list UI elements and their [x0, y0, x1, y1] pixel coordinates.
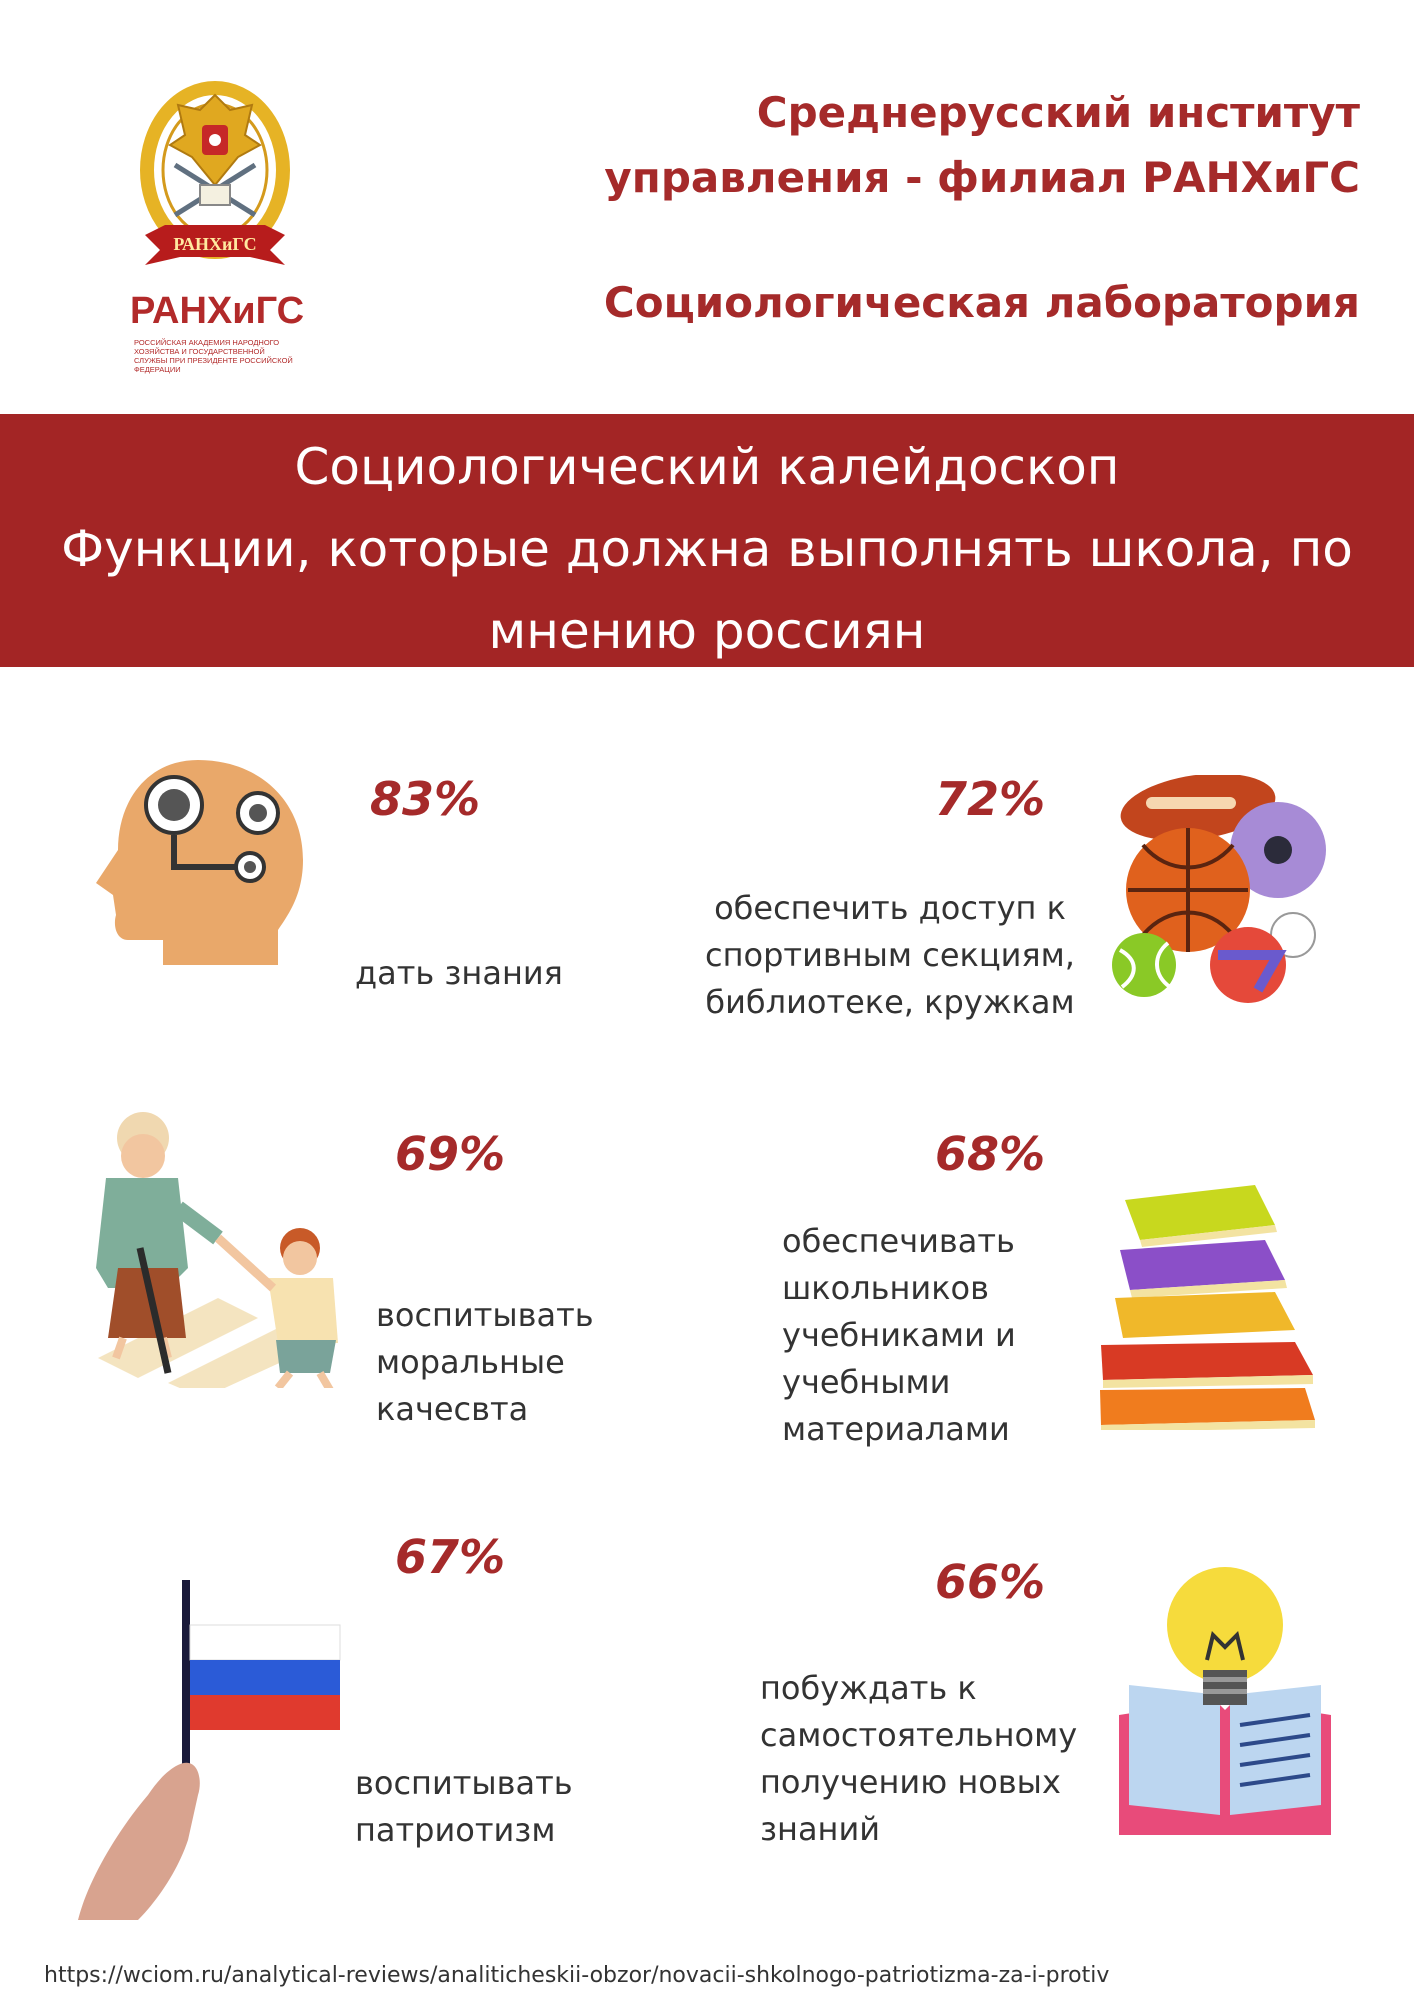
item-text-line: учебными [782, 1363, 951, 1401]
item-text-line: обеспечить доступ к [714, 889, 1066, 927]
item-text-line: школьников [782, 1269, 989, 1307]
grandmother-child-icon [68, 1108, 358, 1388]
institute-title-line2: управления - филиал РАНХиГС [604, 153, 1360, 202]
item-text-line: библиотеке, кружкам [705, 983, 1075, 1021]
brand-wordmark: РАНХиГС [130, 290, 305, 332]
item-text-line: дать знания [355, 954, 563, 992]
item-text: обеспечивать школьников учебниками и уче… [782, 1218, 1016, 1453]
item-text-line: учебниками и [782, 1316, 1016, 1354]
item-text-line: моральные [376, 1343, 565, 1381]
item-text-line: воспитывать [376, 1296, 594, 1334]
ranepa-emblem-logo: РАНХиГС [130, 65, 300, 365]
item-text-line: спортивным секциям, [705, 936, 1075, 974]
item-text: воспитывать патриотизм [355, 1760, 573, 1854]
russian-flag-icon [78, 1580, 348, 1920]
institute-title: Среднерусский институт управления - фили… [460, 80, 1360, 210]
emblem-ribbon-text: РАНХиГС [173, 234, 256, 254]
lab-title: Социологическая лаборатория [603, 278, 1360, 327]
item-percent: 66% [935, 1555, 1046, 1609]
banner-line3: мнению россиян [488, 602, 926, 660]
lightbulb-book-icon [1115, 1565, 1335, 1845]
item-text: побуждать к самостоятельному получению н… [760, 1665, 1077, 1853]
item-text-line: обеспечивать [782, 1222, 1015, 1260]
item-percent: 72% [935, 772, 1046, 826]
item-text-line: самостоятельному [760, 1716, 1078, 1754]
title-banner: Социологический калейдоскоп Функции, кот… [0, 414, 1414, 667]
item-text: дать знания [355, 950, 563, 997]
item-text-line: материалами [782, 1410, 1010, 1448]
brand-subtitle: Российская академия народного хозяйства … [134, 338, 293, 374]
item-text-line: воспитывать [355, 1764, 573, 1802]
banner-line1: Социологический калейдоскоп [294, 438, 1120, 496]
item-percent: 68% [935, 1127, 1046, 1181]
books-stack-icon [1095, 1170, 1325, 1430]
sports-balls-icon [1108, 775, 1328, 1005]
institute-title-line1: Среднерусский институт [756, 88, 1360, 137]
item-percent: 69% [395, 1127, 506, 1181]
item-text: обеспечить доступ к спортивным секциям, … [690, 885, 1090, 1026]
item-percent: 83% [370, 772, 481, 826]
item-text-line: получению новых [760, 1763, 1061, 1801]
item-text-line: знаний [760, 1810, 881, 1848]
source-link[interactable]: https://wciom.ru/analytical-reviews/anal… [44, 1963, 1110, 1988]
item-text-line: патриотизм [355, 1811, 556, 1849]
item-text-line: качесвта [376, 1390, 529, 1428]
item-percent: 67% [395, 1530, 506, 1584]
head-gears-icon [88, 755, 318, 965]
item-text-line: побуждать к [760, 1669, 977, 1707]
banner-line2: Функции, которые должна выполнять школа,… [61, 520, 1353, 578]
item-text: воспитывать моральные качесвта [376, 1292, 594, 1433]
